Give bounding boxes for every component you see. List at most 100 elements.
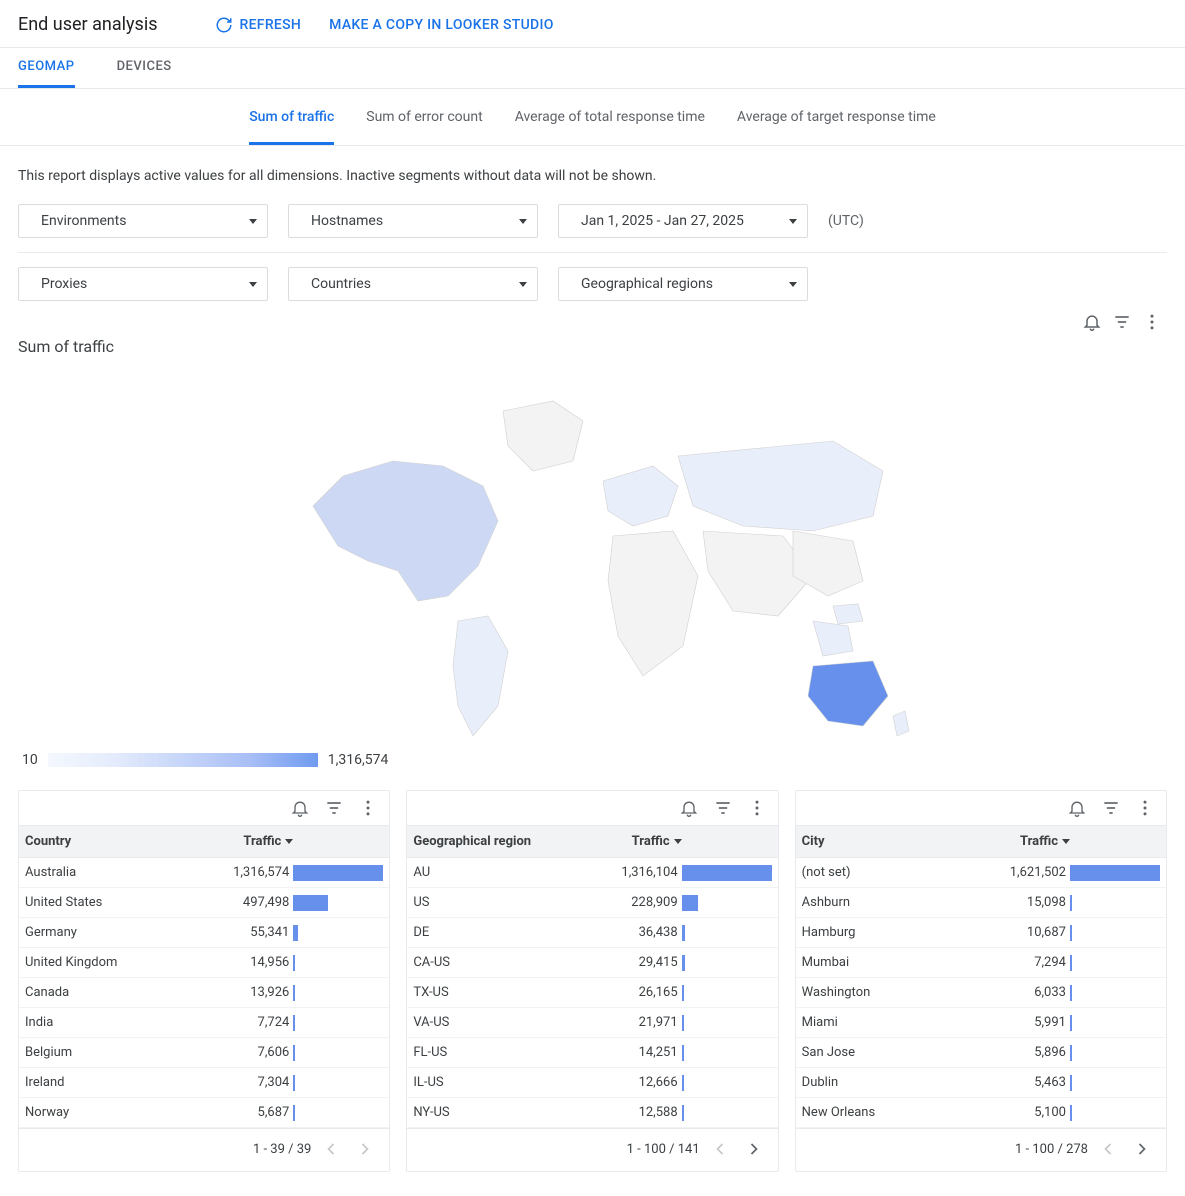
date-range-dropdown[interactable]: Jan 1, 2025 - Jan 27, 2025 — [558, 204, 808, 238]
table-row[interactable]: CA-US 29,415 — [407, 948, 777, 978]
row-label: San Jose — [802, 1045, 1002, 1060]
table-row[interactable]: Miami 5,991 — [796, 1008, 1166, 1038]
table-row[interactable]: Belgium 7,606 — [19, 1038, 389, 1068]
metric-tab[interactable]: Sum of error count — [366, 89, 482, 145]
table-row[interactable]: FL-US 14,251 — [407, 1038, 777, 1068]
row-label: Miami — [802, 1015, 1002, 1030]
page-right-button[interactable] — [740, 1135, 768, 1163]
chevron-down-icon — [789, 282, 797, 287]
row-bar — [293, 955, 383, 971]
header-label[interactable]: Country — [25, 834, 229, 849]
table-row[interactable]: Ashburn 15,098 — [796, 888, 1166, 918]
row-value: 5,687 — [225, 1105, 289, 1120]
row-label: Belgium — [25, 1045, 225, 1060]
table-row[interactable]: (not set) 1,621,502 — [796, 858, 1166, 888]
row-value: 5,991 — [1002, 1015, 1066, 1030]
row-value: 26,165 — [614, 985, 678, 1000]
metric-tabs: Sum of traffic Sum of error count Average … — [0, 89, 1185, 146]
countries-dropdown[interactable]: Countries — [288, 267, 538, 301]
table-row[interactable]: AU 1,316,104 — [407, 858, 777, 888]
table-row[interactable]: United Kingdom 14,956 — [19, 948, 389, 978]
page-header: End user analysis Refresh Make a copy in… — [0, 0, 1185, 48]
environments-dropdown[interactable]: Environments — [18, 204, 268, 238]
metric-tab[interactable]: Average of target response time — [737, 89, 936, 145]
row-label: CA-US — [413, 955, 613, 970]
row-bar — [1070, 865, 1160, 881]
row-label: Hamburg — [802, 925, 1002, 940]
table-row[interactable]: VA-US 21,971 — [407, 1008, 777, 1038]
more-button[interactable] — [1130, 793, 1160, 823]
alert-bell-button[interactable] — [1077, 307, 1107, 337]
row-bar — [682, 1045, 772, 1061]
header-label[interactable]: Geographical region — [413, 834, 617, 849]
table-row[interactable]: DE 36,438 — [407, 918, 777, 948]
row-bar — [1070, 1075, 1160, 1091]
table-row[interactable]: Washington 6,033 — [796, 978, 1166, 1008]
timezone-label: (UTC) — [828, 213, 864, 229]
proxies-dropdown[interactable]: Proxies — [18, 267, 268, 301]
row-label: NY-US — [413, 1105, 613, 1120]
table-row[interactable]: India 7,724 — [19, 1008, 389, 1038]
tab-geomap[interactable]: Geomap — [18, 48, 75, 88]
table-row[interactable]: Norway 5,687 — [19, 1098, 389, 1128]
table-toolbar — [407, 791, 777, 825]
table-row[interactable]: Germany 55,341 — [19, 918, 389, 948]
table-row[interactable]: Hamburg 10,687 — [796, 918, 1166, 948]
table-row[interactable]: Canada 13,926 — [19, 978, 389, 1008]
row-label: IL-US — [413, 1075, 613, 1090]
filter-button[interactable] — [1096, 793, 1126, 823]
page-left-button — [1094, 1135, 1122, 1163]
region-table: Geographical region Traffic AU 1,316,104… — [406, 790, 778, 1172]
header-traffic[interactable]: Traffic — [1006, 834, 1070, 849]
table-row[interactable]: US 228,909 — [407, 888, 777, 918]
row-bar — [682, 865, 772, 881]
table-row[interactable]: United States 497,498 — [19, 888, 389, 918]
table-row[interactable]: New Orleans 5,100 — [796, 1098, 1166, 1128]
table-row[interactable]: TX-US 26,165 — [407, 978, 777, 1008]
header-traffic[interactable]: Traffic — [618, 834, 682, 849]
table-row[interactable]: Dublin 5,463 — [796, 1068, 1166, 1098]
table-row[interactable]: NY-US 12,588 — [407, 1098, 777, 1128]
refresh-button[interactable]: Refresh — [215, 16, 301, 34]
table-row[interactable]: San Jose 5,896 — [796, 1038, 1166, 1068]
pagination-label: 1 - 100 / 141 — [627, 1142, 700, 1157]
filter-button[interactable] — [708, 793, 738, 823]
more-button[interactable] — [353, 793, 383, 823]
more-button[interactable] — [1137, 307, 1167, 337]
row-bar — [293, 895, 383, 911]
alert-bell-button[interactable] — [1062, 793, 1092, 823]
copy-looker-button[interactable]: Make a copy in Looker Studio — [329, 17, 554, 33]
row-bar — [682, 1075, 772, 1091]
row-value: 7,304 — [225, 1075, 289, 1090]
chart-title: Sum of traffic — [18, 337, 1167, 356]
filter-button[interactable] — [319, 793, 349, 823]
row-bar — [682, 895, 772, 911]
table-footer: 1 - 100 / 141 — [407, 1128, 777, 1171]
row-value: 21,971 — [614, 1015, 678, 1030]
alert-bell-button[interactable] — [674, 793, 704, 823]
table-row[interactable]: Australia 1,316,574 — [19, 858, 389, 888]
row-bar — [682, 985, 772, 1001]
alert-bell-button[interactable] — [285, 793, 315, 823]
table-row[interactable]: IL-US 12,666 — [407, 1068, 777, 1098]
header-traffic[interactable]: Traffic — [229, 834, 293, 849]
row-label: Norway — [25, 1105, 225, 1120]
primary-tabs: Geomap Devices — [0, 48, 1185, 89]
regions-dropdown[interactable]: Geographical regions — [558, 267, 808, 301]
filter-button[interactable] — [1107, 307, 1137, 337]
row-value: 6,033 — [1002, 985, 1066, 1000]
row-bar — [1070, 1105, 1160, 1121]
row-value: 7,294 — [1002, 955, 1066, 970]
metric-tab[interactable]: Average of total response time — [515, 89, 705, 145]
tab-devices[interactable]: Devices — [117, 48, 172, 88]
more-vert-icon — [747, 798, 767, 818]
hostnames-dropdown[interactable]: Hostnames — [288, 204, 538, 238]
more-button[interactable] — [742, 793, 772, 823]
table-row[interactable]: Mumbai 7,294 — [796, 948, 1166, 978]
city-table: City Traffic (not set) 1,621,502 Ashburn… — [795, 790, 1167, 1172]
metric-tab[interactable]: Sum of traffic — [249, 89, 334, 145]
page-right-button[interactable] — [1128, 1135, 1156, 1163]
table-row[interactable]: Ireland 7,304 — [19, 1068, 389, 1098]
sort-desc-icon — [674, 839, 682, 844]
header-label[interactable]: City — [802, 834, 1006, 849]
